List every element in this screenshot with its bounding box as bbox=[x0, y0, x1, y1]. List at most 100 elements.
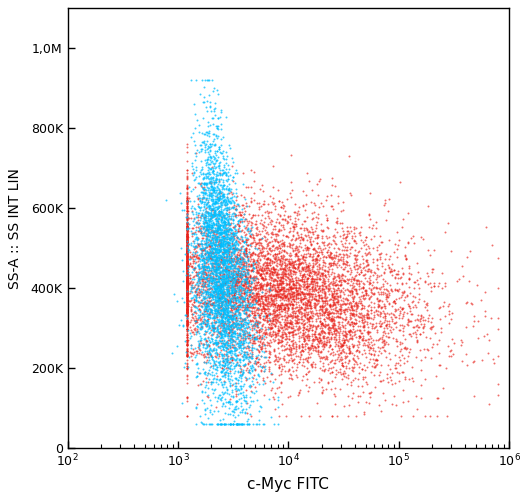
Point bbox=[251, 335, 259, 343]
Point bbox=[204, 302, 212, 310]
Point bbox=[211, 270, 219, 278]
Point bbox=[257, 282, 266, 290]
Point bbox=[235, 274, 243, 281]
Point bbox=[367, 314, 375, 322]
Point bbox=[206, 215, 215, 223]
Point bbox=[183, 329, 191, 337]
Point bbox=[199, 198, 208, 206]
Point bbox=[372, 224, 380, 232]
Point bbox=[230, 288, 238, 296]
Point bbox=[212, 238, 220, 246]
Point bbox=[332, 326, 340, 334]
Point bbox=[323, 293, 332, 301]
Point bbox=[294, 279, 302, 287]
Point bbox=[242, 276, 250, 283]
Point bbox=[198, 310, 206, 318]
Point bbox=[211, 238, 219, 246]
Point bbox=[236, 322, 245, 330]
Point bbox=[219, 250, 227, 258]
Point bbox=[269, 312, 277, 320]
Point bbox=[330, 299, 339, 307]
Point bbox=[294, 326, 303, 334]
Point bbox=[245, 402, 253, 410]
Point bbox=[183, 312, 191, 320]
Point bbox=[234, 286, 243, 294]
Point bbox=[238, 278, 247, 285]
Point bbox=[337, 236, 345, 244]
Point bbox=[202, 212, 210, 220]
Point bbox=[319, 202, 327, 210]
Point bbox=[268, 241, 277, 249]
Point bbox=[244, 359, 252, 367]
Point bbox=[209, 226, 218, 234]
Point bbox=[267, 282, 276, 290]
Point bbox=[344, 152, 353, 160]
Point bbox=[241, 360, 250, 368]
Point bbox=[266, 258, 274, 266]
Point bbox=[361, 378, 370, 386]
Point bbox=[196, 298, 205, 306]
Point bbox=[340, 258, 348, 266]
Point bbox=[183, 312, 191, 320]
Point bbox=[262, 278, 271, 286]
Point bbox=[209, 167, 217, 175]
Point bbox=[223, 344, 232, 351]
Point bbox=[205, 278, 214, 286]
Point bbox=[215, 300, 224, 308]
Point bbox=[271, 264, 280, 272]
Point bbox=[231, 398, 240, 406]
Point bbox=[184, 262, 192, 270]
Point bbox=[194, 274, 202, 282]
Point bbox=[269, 292, 278, 300]
Point bbox=[332, 332, 341, 340]
Point bbox=[183, 352, 191, 360]
Point bbox=[218, 255, 227, 263]
Point bbox=[217, 238, 225, 246]
Point bbox=[234, 348, 243, 356]
Point bbox=[242, 223, 250, 231]
Point bbox=[223, 276, 232, 284]
Point bbox=[183, 291, 191, 299]
Point bbox=[200, 264, 209, 272]
Point bbox=[261, 305, 269, 313]
Point bbox=[192, 210, 200, 218]
Point bbox=[462, 350, 470, 358]
Point bbox=[221, 339, 229, 347]
Point bbox=[202, 322, 211, 330]
Point bbox=[224, 298, 232, 306]
Point bbox=[183, 268, 191, 276]
Point bbox=[183, 290, 191, 298]
Point bbox=[273, 293, 282, 301]
Point bbox=[393, 368, 401, 376]
Point bbox=[220, 211, 229, 219]
Point bbox=[424, 314, 432, 322]
Point bbox=[202, 222, 210, 230]
Point bbox=[195, 304, 204, 312]
Point bbox=[402, 256, 411, 264]
Point bbox=[202, 274, 210, 282]
Point bbox=[225, 324, 233, 332]
Point bbox=[240, 210, 248, 218]
Point bbox=[263, 255, 271, 263]
Point bbox=[214, 196, 222, 204]
Point bbox=[357, 329, 366, 337]
Point bbox=[317, 310, 326, 318]
Point bbox=[264, 347, 273, 355]
Point bbox=[183, 285, 191, 293]
Point bbox=[199, 180, 208, 188]
Point bbox=[242, 386, 250, 394]
Point bbox=[366, 318, 375, 326]
Point bbox=[270, 308, 279, 316]
Point bbox=[311, 282, 320, 290]
Point bbox=[316, 264, 324, 272]
Point bbox=[260, 341, 269, 349]
Point bbox=[242, 275, 251, 283]
Point bbox=[323, 300, 332, 308]
Point bbox=[210, 291, 218, 299]
Point bbox=[317, 268, 325, 276]
Point bbox=[277, 338, 285, 346]
Point bbox=[332, 248, 340, 256]
Point bbox=[219, 176, 227, 184]
Point bbox=[222, 154, 231, 162]
Point bbox=[468, 358, 477, 366]
